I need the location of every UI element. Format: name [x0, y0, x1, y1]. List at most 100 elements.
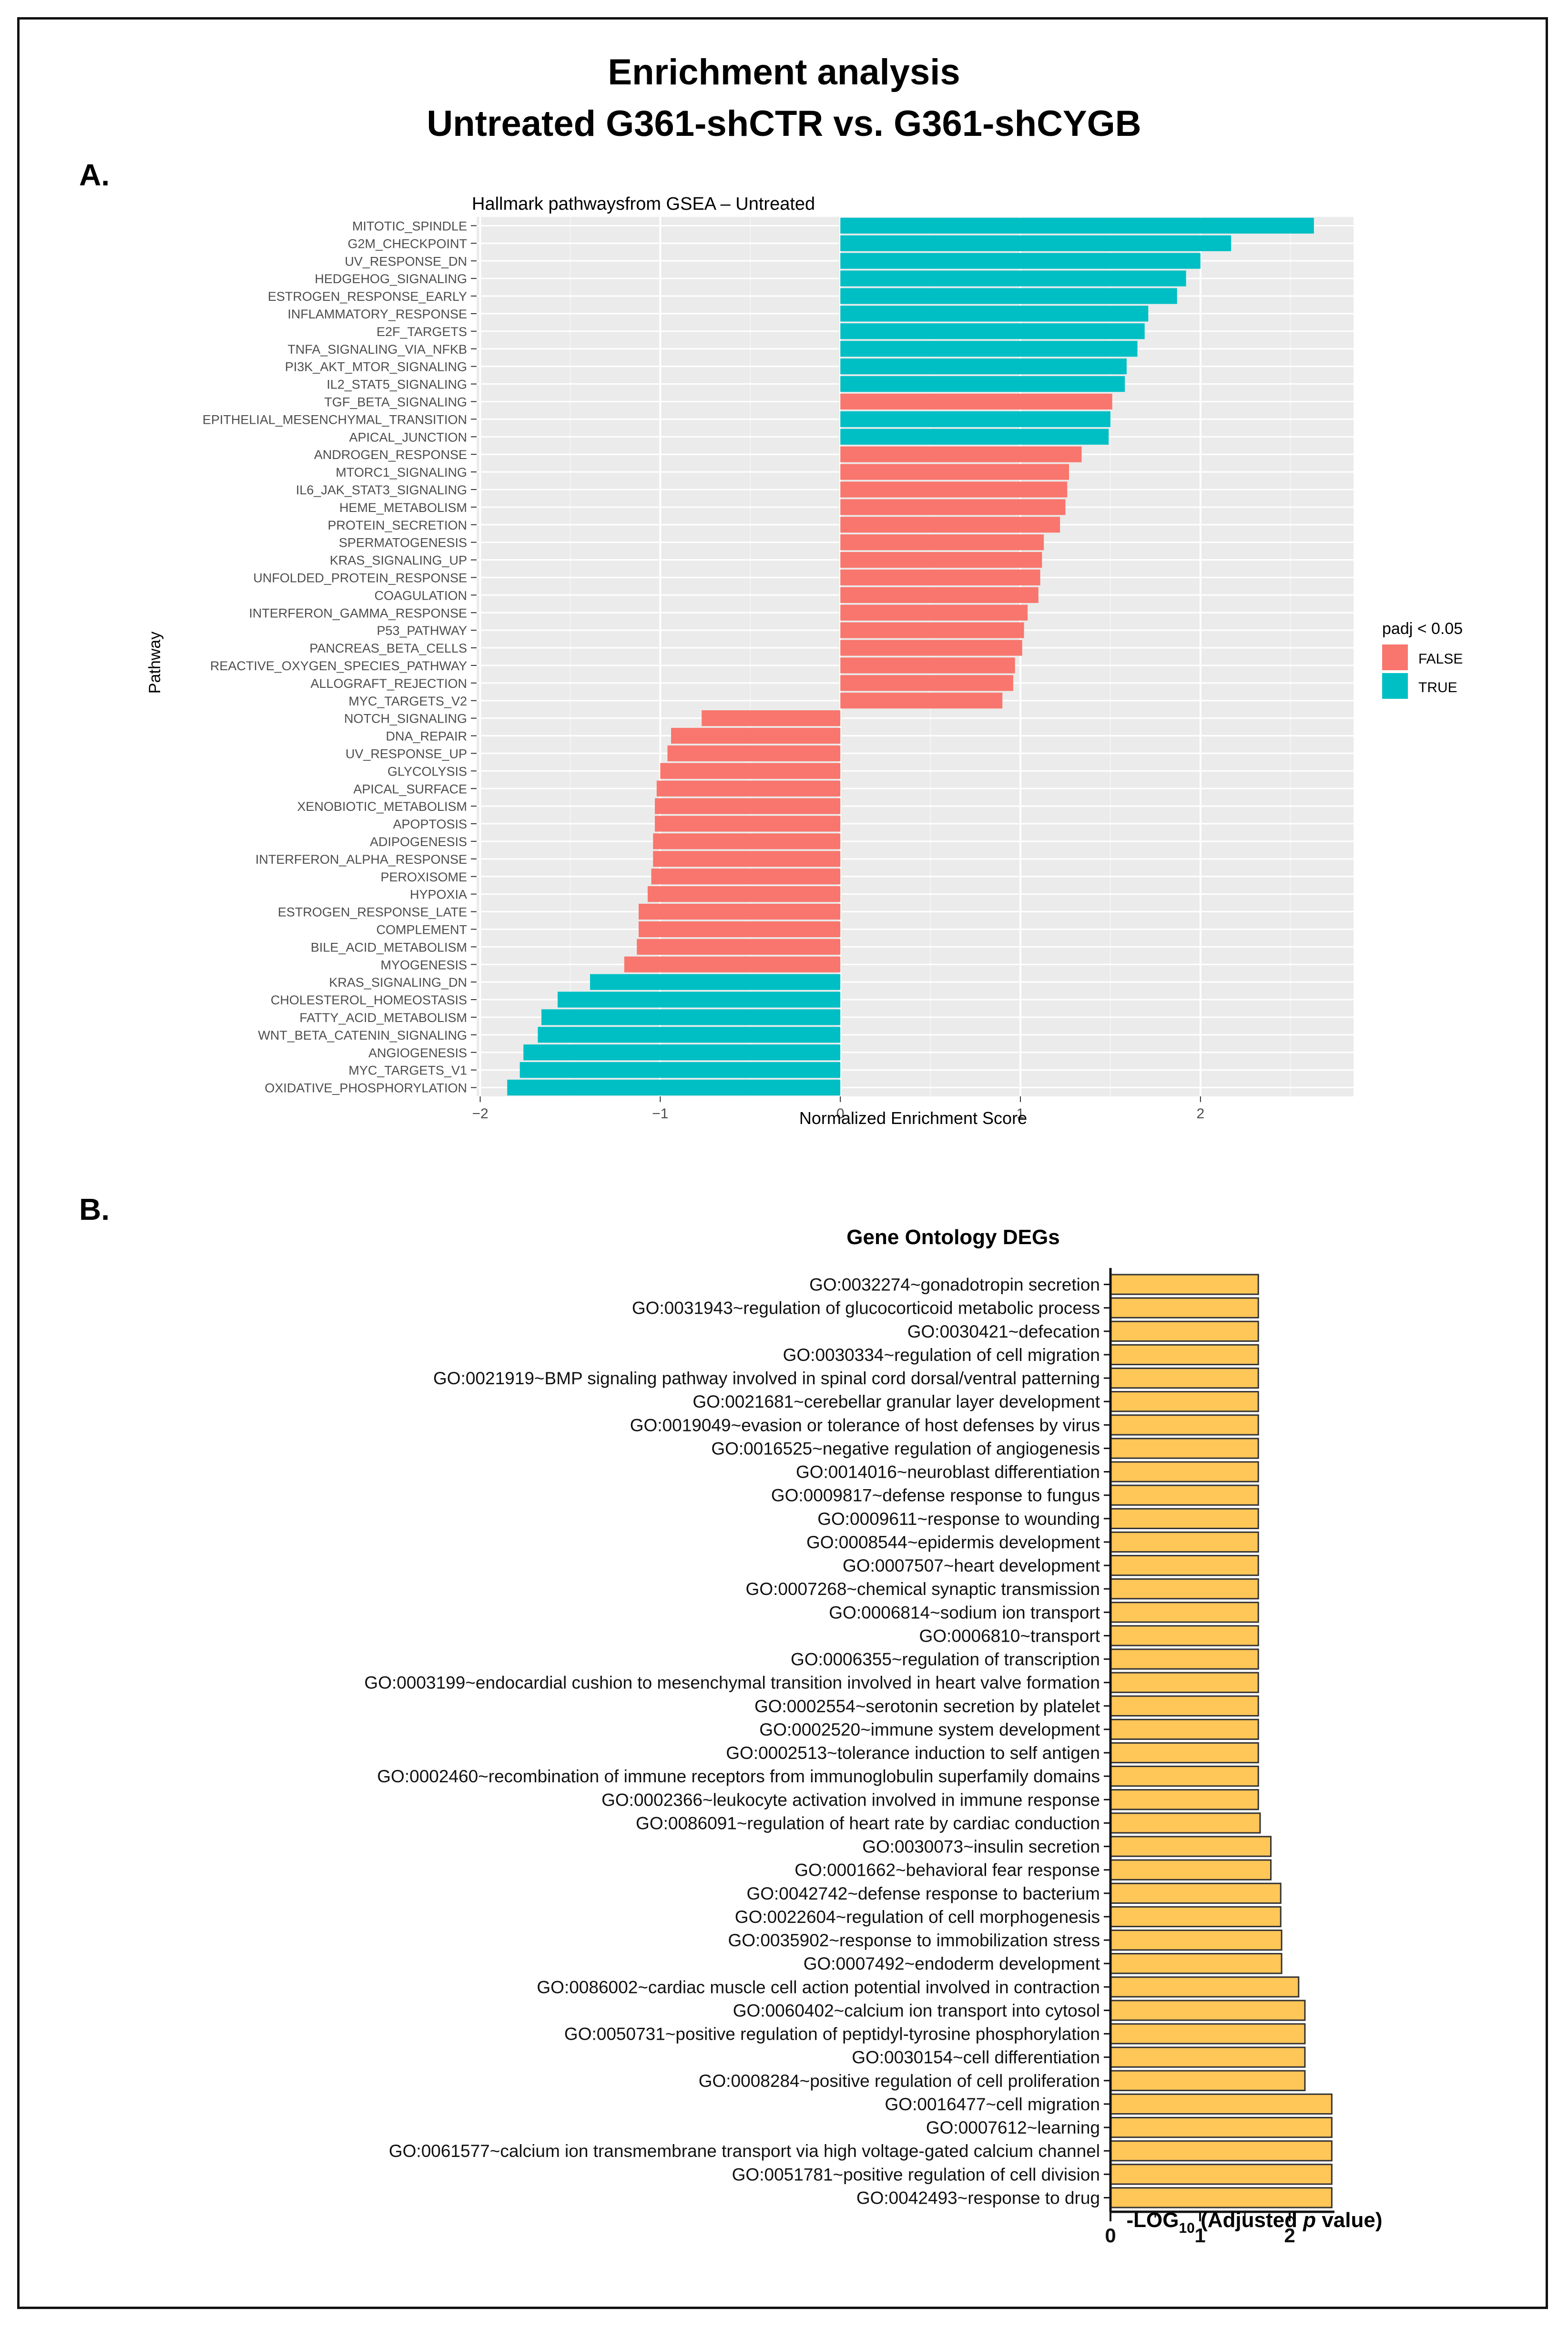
gsea-bar [671, 727, 841, 744]
go-term-label: GO:0030154~cell differentiation [852, 2048, 1100, 2067]
gsea-bar [840, 341, 1138, 357]
go-term-label: GO:0019049~evasion or tolerance of host … [630, 1415, 1100, 1435]
gsea-bar [840, 376, 1125, 392]
gsea-pathway-label: E2F_TARGETS [377, 325, 467, 339]
go-bar [1110, 1672, 1259, 1693]
go-bar [1110, 1859, 1272, 1880]
gsea-pathway-label: PANCREAS_BETA_CELLS [309, 641, 467, 655]
gsea-pathway-label: GLYCOLYSIS [387, 764, 467, 778]
go-bars [1110, 1274, 1333, 2208]
go-term-label: GO:0050731~positive regulation of peptid… [564, 2024, 1100, 2044]
go-bar [1110, 1625, 1259, 1646]
go-bar [1110, 1414, 1259, 1436]
gsea-pathway-label: SPERMATOGENESIS [339, 536, 467, 550]
go-bar [1110, 2070, 1306, 2091]
go-term-label: GO:0030334~regulation of cell migration [783, 1345, 1100, 1365]
gsea-pathway-label: P53_PATHWAY [377, 623, 467, 638]
panel-b-label: B. [79, 1192, 110, 1226]
go-bar [1110, 1882, 1282, 1904]
gsea-pathway-label: NOTCH_SIGNALING [344, 712, 467, 726]
gsea-pathway-label: ESTROGEN_RESPONSE_LATE [278, 905, 467, 920]
go-term-label: GO:0007268~chemical synaptic transmissio… [746, 1579, 1100, 1599]
gsea-bar [523, 1044, 841, 1061]
gsea-pathway-label: PEROXISOME [380, 870, 467, 884]
go-term-label: GO:0051781~positive regulation of cell d… [732, 2165, 1100, 2184]
gsea-hallmark-chart: Hallmark pathwaysfrom GSEA – Untreated M… [146, 194, 1463, 1128]
go-term-label: GO:0016477~cell migration [885, 2095, 1100, 2114]
gsea-pathway-label: COMPLEMENT [376, 922, 467, 937]
gsea-bar [519, 1062, 841, 1078]
gsea-pathway-label: ESTROGEN_RESPONSE_EARLY [268, 289, 467, 304]
go-term-label: GO:0032274~gonadotropin secretion [809, 1275, 1100, 1295]
go-bar [1110, 2164, 1333, 2185]
gsea-bars [507, 217, 1314, 1096]
go-term-label: GO:0016525~negative regulation of angiog… [711, 1439, 1100, 1458]
gsea-pathway-label: ANDROGEN_RESPONSE [314, 448, 467, 462]
gsea-bar [702, 710, 841, 726]
gsea-bar [590, 974, 841, 990]
gsea-pathway-label: COAGULATION [374, 588, 467, 603]
gsea-pathway-label: MYC_TARGETS_V2 [348, 694, 467, 708]
go-bar [1110, 1602, 1259, 1623]
go-term-label: GO:0035902~response to immobilization st… [728, 1931, 1100, 1950]
go-bar [1110, 1297, 1259, 1318]
gsea-bar [840, 464, 1069, 480]
gsea-bar [541, 1009, 841, 1025]
gsea-pathway-label: IL2_STAT5_SIGNALING [326, 378, 467, 392]
go-bar [1110, 1766, 1259, 1787]
go-term-label: GO:0002460~recombination of immune recep… [377, 1767, 1100, 1786]
go-chart-title: Gene Ontology DEGs [846, 1226, 1059, 1249]
go-x-tick-label: 1 [1194, 2224, 1205, 2247]
go-bar [1110, 2093, 1333, 2115]
legend-swatch-true [1382, 673, 1408, 699]
gsea-bar [840, 675, 1013, 691]
gsea-x-tick-label: 2 [1197, 1106, 1205, 1122]
go-bar [1110, 1484, 1259, 1506]
gsea-chart-title: Hallmark pathwaysfrom GSEA – Untreated [472, 194, 815, 214]
gsea-bar [840, 604, 1028, 621]
go-term-label: GO:0022604~regulation of cell morphogene… [735, 1907, 1100, 1927]
go-term-label: GO:0021681~cerebellar granular layer dev… [692, 1392, 1100, 1411]
panel-a-label: A. [79, 158, 110, 192]
gsea-pathway-label: APOPTOSIS [393, 817, 467, 831]
go-term-label: GO:0008544~epidermis development [806, 1533, 1100, 1552]
go-term-label: GO:0030073~insulin secretion [862, 1837, 1100, 1857]
gsea-bar [667, 745, 841, 762]
gsea-pathway-label: INFLAMMATORY_RESPONSE [287, 307, 467, 321]
gsea-bar [840, 235, 1232, 251]
gsea-bar [655, 798, 841, 814]
gsea-pathway-label: INTERFERON_GAMMA_RESPONSE [249, 606, 467, 620]
go-bar [1110, 1929, 1283, 1951]
legend-label-false: FALSE [1418, 651, 1463, 667]
go-bar [1110, 1836, 1272, 1857]
go-term-label: GO:0003199~endocardial cushion to mesenc… [364, 1673, 1100, 1693]
gsea-pathway-label: INTERFERON_ALPHA_RESPONSE [255, 852, 467, 867]
gsea-x-ticks: −2 −1 0 1 2 [472, 1096, 1204, 1122]
gsea-bar [840, 517, 1060, 533]
gsea-bar [651, 869, 841, 885]
gsea-pathway-label: FATTY_ACID_METABOLISM [299, 1011, 467, 1025]
go-bar [1110, 1344, 1259, 1366]
go-term-label: GO:0007507~heart development [843, 1556, 1100, 1575]
gsea-pathway-label: EPITHELIAL_MESENCHYMAL_TRANSITION [203, 412, 467, 427]
go-term-label: GO:0002520~immune system development [759, 1720, 1100, 1739]
gsea-x-tick-label: 0 [836, 1106, 845, 1122]
go-bar [1110, 1438, 1259, 1459]
gsea-pathway-label: OXIDATIVE_PHOSPHORYLATION [265, 1081, 467, 1095]
go-term-label: GO:0001662~behavioral fear response [794, 1860, 1100, 1880]
gsea-bar [840, 481, 1068, 498]
go-bar [1110, 2116, 1333, 2138]
gsea-bar [840, 693, 1003, 709]
gsea-pathway-label: APICAL_JUNCTION [349, 430, 467, 444]
go-bar [1110, 1320, 1259, 1342]
gsea-bar [653, 833, 841, 849]
gsea-pathway-label: KRAS_SIGNALING_DN [329, 975, 467, 990]
go-term-label: GO:0007612~learning [926, 2118, 1100, 2137]
gsea-pathway-label: UNFOLDED_PROTEIN_RESPONSE [253, 571, 467, 585]
gsea-pathway-label: G2M_CHECKPOINT [347, 236, 467, 251]
gsea-bar [840, 323, 1145, 339]
gsea-pathway-labels: MITOTIC_SPINDLE G2M_CHECKPOINT UV_RESPONSE… [203, 219, 477, 1095]
gsea-bar [660, 763, 841, 779]
go-term-label: GO:0042742~defense response to bacterium [746, 1884, 1100, 1903]
go-term-label: GO:0042493~response to drug [856, 2188, 1100, 2207]
